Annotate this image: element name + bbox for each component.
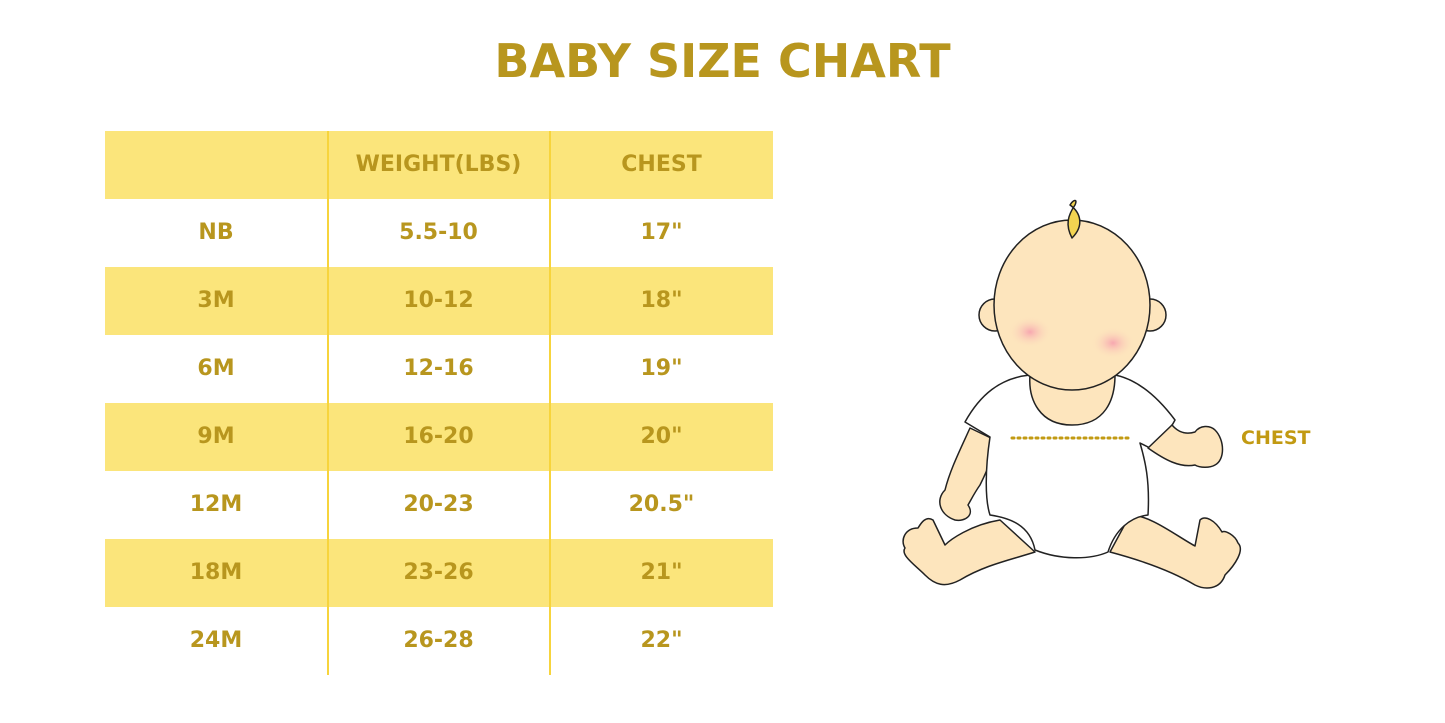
left-arm xyxy=(939,427,996,522)
weight-cell: 23-26 xyxy=(403,560,474,585)
table-row: NB 5.5-10 17" xyxy=(105,199,773,267)
right-leg xyxy=(1109,514,1242,589)
header-weight: WEIGHT(LBS) xyxy=(355,152,522,177)
size-cell: 9M xyxy=(197,424,235,449)
weight-cell: 16-20 xyxy=(403,424,474,449)
chest-cell: 20.5" xyxy=(628,492,695,517)
right-arm xyxy=(1147,424,1224,468)
chest-cell: 18" xyxy=(640,288,683,313)
chest-cell: 20" xyxy=(640,424,683,449)
baby-illustration xyxy=(902,199,1242,589)
table-row: 9M 16-20 20" xyxy=(105,403,773,471)
table-header-row: WEIGHT(LBS) CHEST xyxy=(105,131,773,199)
weight-cell: 26-28 xyxy=(403,628,474,653)
table-row: 24M 26-28 22" xyxy=(105,607,773,675)
size-cell: 18M xyxy=(189,560,243,585)
weight-cell: 12-16 xyxy=(403,356,474,381)
chest-cell: 19" xyxy=(640,356,683,381)
size-cell: NB xyxy=(198,220,234,245)
table-row: 6M 12-16 19" xyxy=(105,335,773,403)
weight-cell: 5.5-10 xyxy=(399,220,478,245)
size-cell: 3M xyxy=(197,288,235,313)
column-divider xyxy=(549,131,551,675)
size-cell: 12M xyxy=(189,492,243,517)
chest-label: CHEST xyxy=(1241,427,1311,449)
size-cell: 24M xyxy=(189,628,243,653)
chest-cell: 17" xyxy=(640,220,683,245)
table-row: 3M 10-12 18" xyxy=(105,267,773,335)
weight-cell: 20-23 xyxy=(403,492,474,517)
column-divider xyxy=(327,131,329,675)
chest-cell: 22" xyxy=(640,628,683,653)
table-row: 18M 23-26 21" xyxy=(105,539,773,607)
header-chest: CHEST xyxy=(621,152,702,177)
chest-cell: 21" xyxy=(640,560,683,585)
left-cheek xyxy=(1008,316,1052,348)
left-leg xyxy=(902,517,1036,586)
size-table: WEIGHT(LBS) CHEST NB 5.5-10 17" 3M 10-12… xyxy=(105,131,773,675)
size-cell: 6M xyxy=(197,356,235,381)
hair-curl xyxy=(1067,199,1081,239)
table-row: 12M 20-23 20.5" xyxy=(105,471,773,539)
weight-cell: 10-12 xyxy=(403,288,474,313)
head xyxy=(993,219,1151,391)
page-title: BABY SIZE CHART xyxy=(494,34,951,88)
right-cheek xyxy=(1091,327,1135,359)
header-size xyxy=(105,131,327,199)
